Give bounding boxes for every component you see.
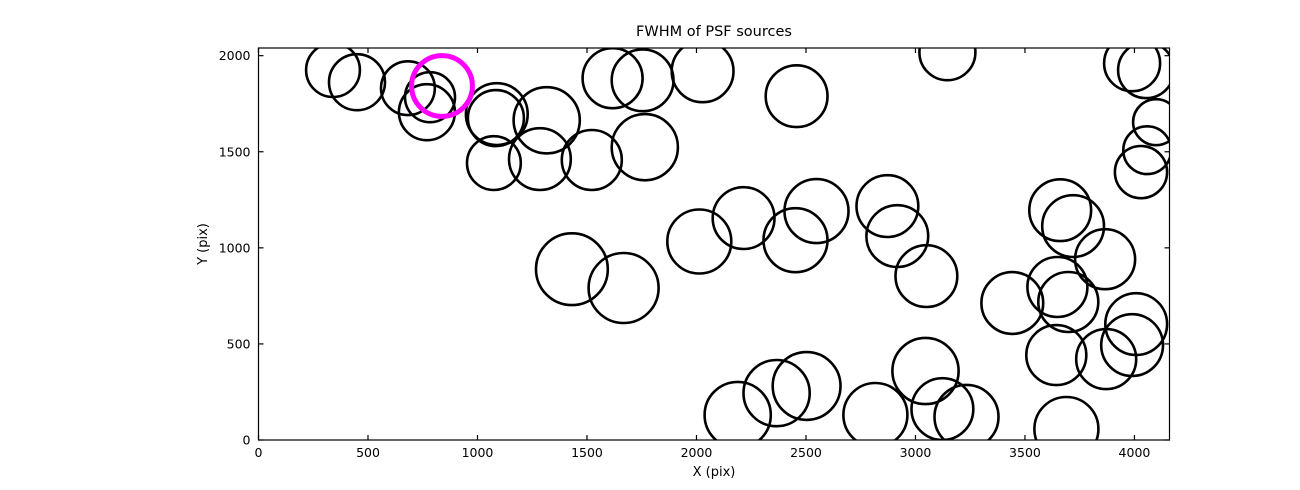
psf-source-circle [466,88,526,148]
psf-source-circle [560,128,624,192]
psf-source-circle [1099,312,1165,378]
tick-label: 4000 [1119,445,1151,460]
psf-source-circle [665,208,733,275]
psf-source-circle [855,173,920,239]
psf-source-circle [842,381,909,440]
psf-source-circle [894,243,959,309]
psf-source-circle [1116,48,1170,100]
x-axis-label: X (pix) [693,465,736,480]
psf-source-circle [1026,255,1089,319]
tick-label: 3000 [900,445,932,460]
psf-source-circle [1131,97,1170,147]
psf-source-circle [918,48,977,82]
psf-source-circle [1037,270,1100,334]
psf-source-circle [703,380,773,440]
psf-source-circle [379,59,437,117]
psf-source-circle [783,177,850,245]
psf-source-circle [933,383,1000,440]
tick-labels-layer: 0 500 1000 1500 2000 2500 3000 3500 4000 0 500 1000… [219,48,1151,460]
psf-source-circle [1113,144,1169,200]
psf-source-circle [771,350,842,422]
tick-label: 2500 [790,445,822,460]
psf-source-circle [1040,193,1106,259]
psf-source-circle [1122,125,1170,176]
psf-source-circle [1102,48,1162,93]
psf-circles-layer [304,48,1170,440]
psf-source-circle [403,70,457,124]
axes-frame [257,47,1171,441]
psf-source-circle [891,336,960,406]
highlighted-psf-source-circle [409,53,475,119]
tick-label: 0 [243,433,251,448]
tick-label: 2000 [681,445,713,460]
psf-source-circle [327,52,387,112]
psf-source-circle [711,185,776,251]
ticks-layer [257,48,1170,441]
psf-source-circle [534,232,610,307]
psf-source-circle [1103,291,1169,357]
psf-source-circle [980,270,1045,336]
psf-source-circle [1033,395,1100,440]
tick-label: 3500 [1009,445,1041,460]
tick-label: 1500 [571,445,603,460]
tick-label: 500 [356,445,380,460]
psf-source-circle [610,112,680,182]
psf-source-circle [587,251,660,325]
tick-label: 1000 [219,240,251,255]
chart-title: FWHM of PSF sources [636,24,792,40]
tick-label: 0 [255,445,263,460]
psf-source-circle [512,85,582,155]
psf-source-circle [1027,178,1093,243]
psf-source-circle [1025,323,1088,387]
tick-label: 1000 [462,445,494,460]
psf-source-circle [1073,227,1137,291]
psf-source-circle [507,126,573,192]
psf-source-circle [670,48,735,104]
psf-source-circle [465,134,523,192]
psf-source-circle [910,376,975,440]
tick-label: 1500 [219,144,251,159]
y-axis-label: Y (pix) [196,223,211,266]
psf-source-circle [764,63,829,129]
tick-label: 500 [227,336,251,351]
psf-source-circle [762,206,829,274]
psf-source-circle [742,358,811,428]
tick-label: 2000 [219,48,251,63]
